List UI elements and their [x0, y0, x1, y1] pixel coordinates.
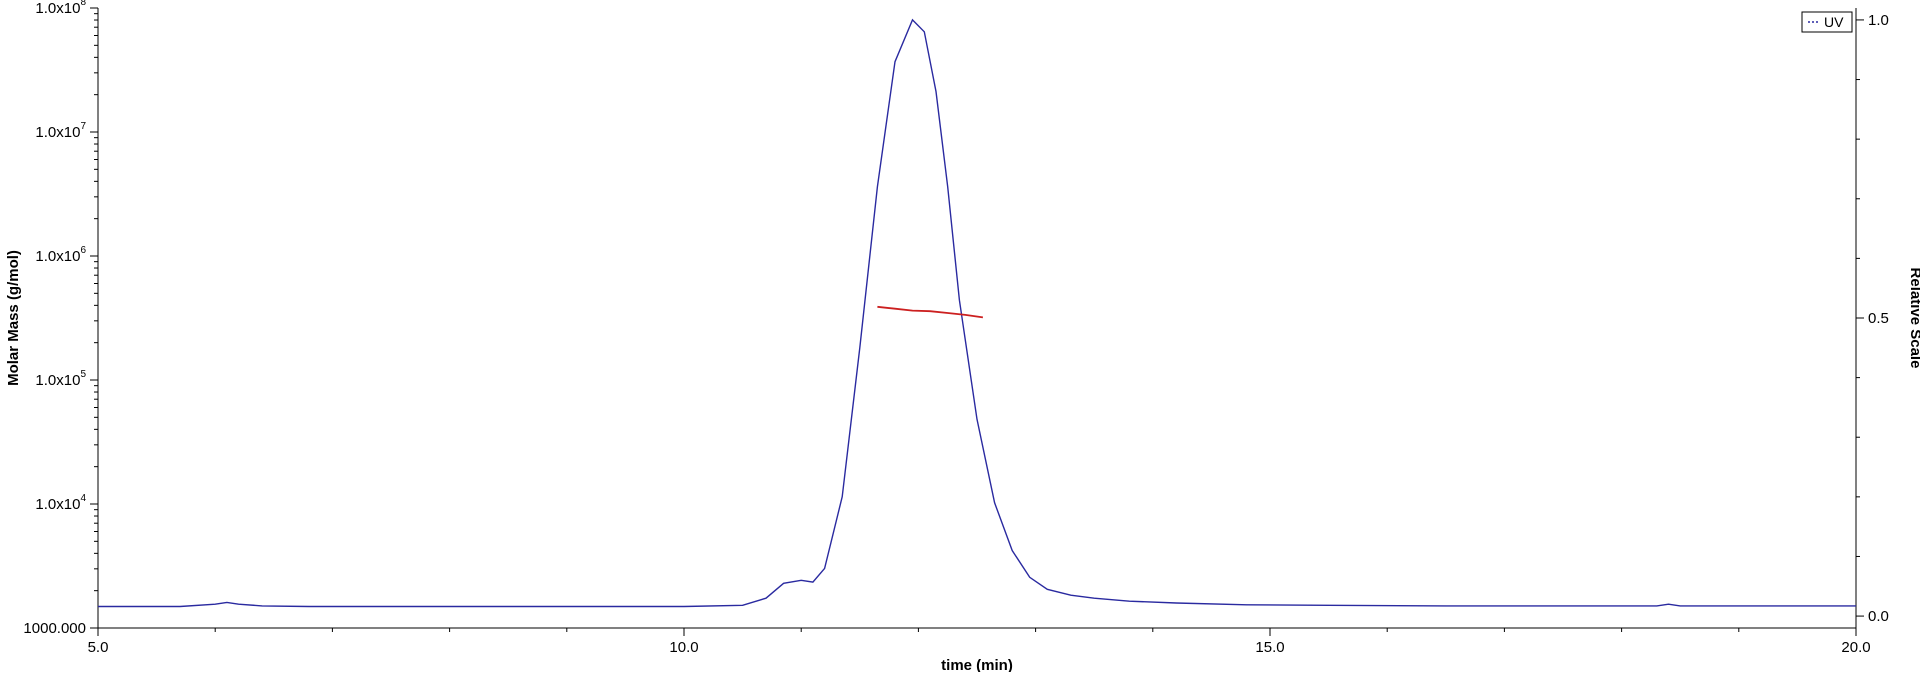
y-right-tick-label: 0.0 [1868, 608, 1889, 625]
x-tick-label: 5.0 [88, 639, 109, 656]
y-right-tick-label: 1.0 [1868, 12, 1889, 29]
molar-mass-trace [877, 307, 983, 318]
legend-uv-label: UV [1824, 14, 1844, 30]
y-left-tick-label: 1.0x107 [35, 121, 86, 141]
y-left-tick-label: 1.0x106 [35, 245, 86, 265]
y-left-tick-label: 1.0x108 [35, 0, 86, 17]
y-left-tick-label: 1000.000 [23, 620, 86, 637]
x-tick-label: 15.0 [1255, 639, 1284, 656]
y-left-tick-label: 1.0x104 [35, 493, 86, 513]
y-right-tick-label: 0.5 [1868, 310, 1889, 327]
y-left-axis-title: Molar Mass (g/mol) [5, 250, 22, 386]
y-right-axis-title: Relative Scale [1907, 268, 1920, 369]
x-tick-label: 20.0 [1841, 639, 1870, 656]
x-axis-title: time (min) [941, 657, 1013, 672]
uv-trace [98, 20, 1856, 607]
chromatogram-chart: 1000.000 1.0x104 1.0x105 1.0x106 1.0x107 1.0x… [0, 0, 1920, 672]
x-tick-label: 10.0 [669, 639, 698, 656]
y-left-tick-label: 1.0x105 [35, 369, 86, 389]
